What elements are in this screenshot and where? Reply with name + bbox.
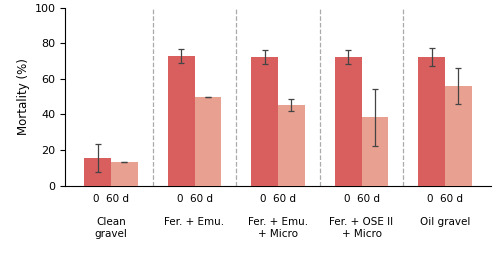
Text: Fer. + Emu.: Fer. + Emu. (164, 218, 224, 227)
Bar (362, 117, 388, 186)
Bar (168, 56, 194, 186)
Bar (418, 57, 445, 186)
Text: 0  60 d: 0 60 d (344, 194, 380, 204)
Bar (252, 57, 278, 186)
Text: 0  60 d: 0 60 d (93, 194, 129, 204)
Text: Oil gravel: Oil gravel (420, 218, 470, 227)
Text: 0  60 d: 0 60 d (260, 194, 296, 204)
Text: Fer. + OSE II
+ Micro: Fer. + OSE II + Micro (330, 218, 394, 239)
Bar (278, 105, 305, 186)
Bar (335, 57, 362, 186)
Text: Clean
gravel: Clean gravel (95, 218, 127, 239)
Text: 0  60 d: 0 60 d (176, 194, 212, 204)
Bar (84, 158, 111, 186)
Text: Fer. + Emu.
+ Micro: Fer. + Emu. + Micro (248, 218, 308, 239)
Y-axis label: Mortality (%): Mortality (%) (17, 58, 30, 135)
Bar (111, 162, 138, 186)
Bar (194, 97, 221, 186)
Text: 0  60 d: 0 60 d (427, 194, 463, 204)
Bar (445, 86, 472, 186)
